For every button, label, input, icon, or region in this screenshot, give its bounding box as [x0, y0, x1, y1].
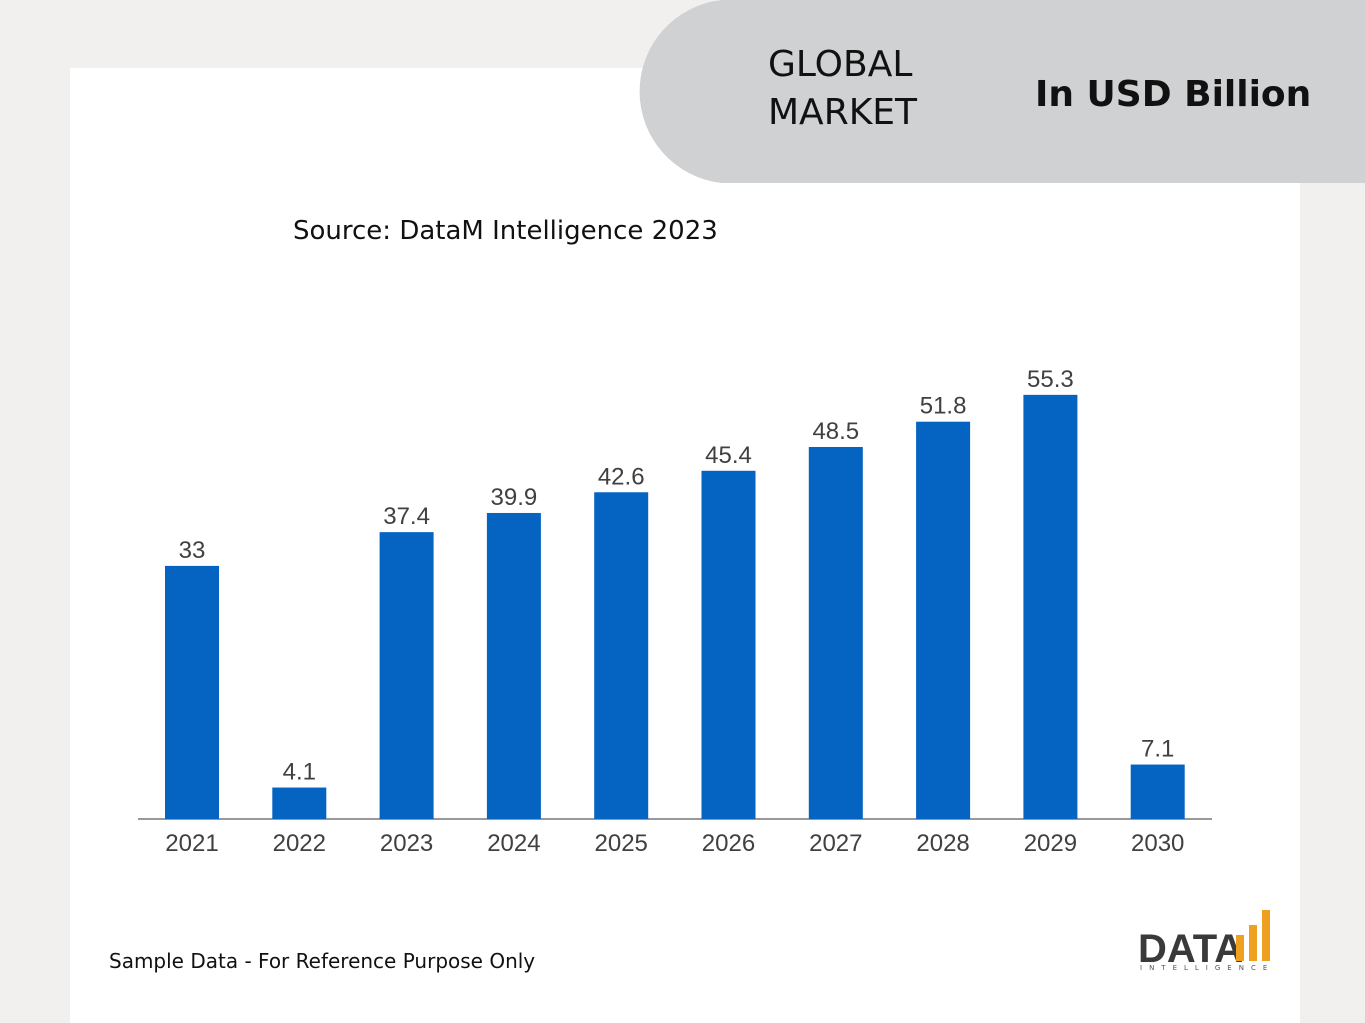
- x-tick-label: 2023: [380, 830, 433, 857]
- unit-label: In USD Billion: [1035, 74, 1311, 115]
- value-label: 51.8: [920, 393, 967, 420]
- bar: [165, 565, 219, 819]
- bar: [1130, 764, 1185, 819]
- bar: [916, 421, 971, 819]
- logo: DATA INTELLIGENCE: [1138, 910, 1274, 972]
- value-label: 33: [179, 537, 206, 564]
- source: Source: DataM Intelligence 2023: [293, 216, 718, 246]
- bar: [379, 532, 434, 819]
- bar: [1023, 394, 1078, 819]
- header-title: GLOBAL: [768, 44, 912, 85]
- x-tick-label: 2021: [165, 830, 218, 857]
- bar: [594, 492, 649, 819]
- panel: [70, 68, 1300, 1023]
- x-tick-label: 2027: [809, 830, 862, 857]
- value-label: 39.9: [491, 484, 538, 511]
- header-title: MARKET: [768, 92, 918, 133]
- value-label: 55.3: [1027, 366, 1074, 393]
- footer-note: Sample Data - For Reference Purpose Only: [109, 949, 535, 973]
- x-tick-label: 2025: [595, 830, 648, 857]
- x-tick-label: 2029: [1024, 830, 1077, 857]
- x-tick-label: 2026: [702, 830, 755, 857]
- value-label: 48.5: [812, 418, 859, 445]
- x-tick-label: 2022: [273, 830, 326, 857]
- x-tick-label: 2024: [487, 830, 540, 857]
- bar: [272, 787, 327, 819]
- logo-subtext: INTELLIGENCE: [1140, 964, 1274, 972]
- logo-bar: [1236, 935, 1244, 961]
- value-label: 37.4: [383, 503, 430, 530]
- logo-bar: [1262, 910, 1270, 961]
- bar: [486, 512, 541, 819]
- logo-text: DATA: [1138, 927, 1243, 971]
- value-label: 4.1: [283, 759, 316, 786]
- value-label: 45.4: [705, 442, 752, 469]
- bar: [701, 470, 756, 819]
- x-tick-label: 2030: [1131, 830, 1184, 857]
- value-label: 42.6: [598, 463, 645, 490]
- header-band: [639, 0, 1365, 183]
- logo-bar: [1249, 925, 1257, 961]
- value-label: 7.1: [1141, 736, 1174, 763]
- bar: [808, 447, 863, 819]
- x-tick-label: 2028: [916, 830, 969, 857]
